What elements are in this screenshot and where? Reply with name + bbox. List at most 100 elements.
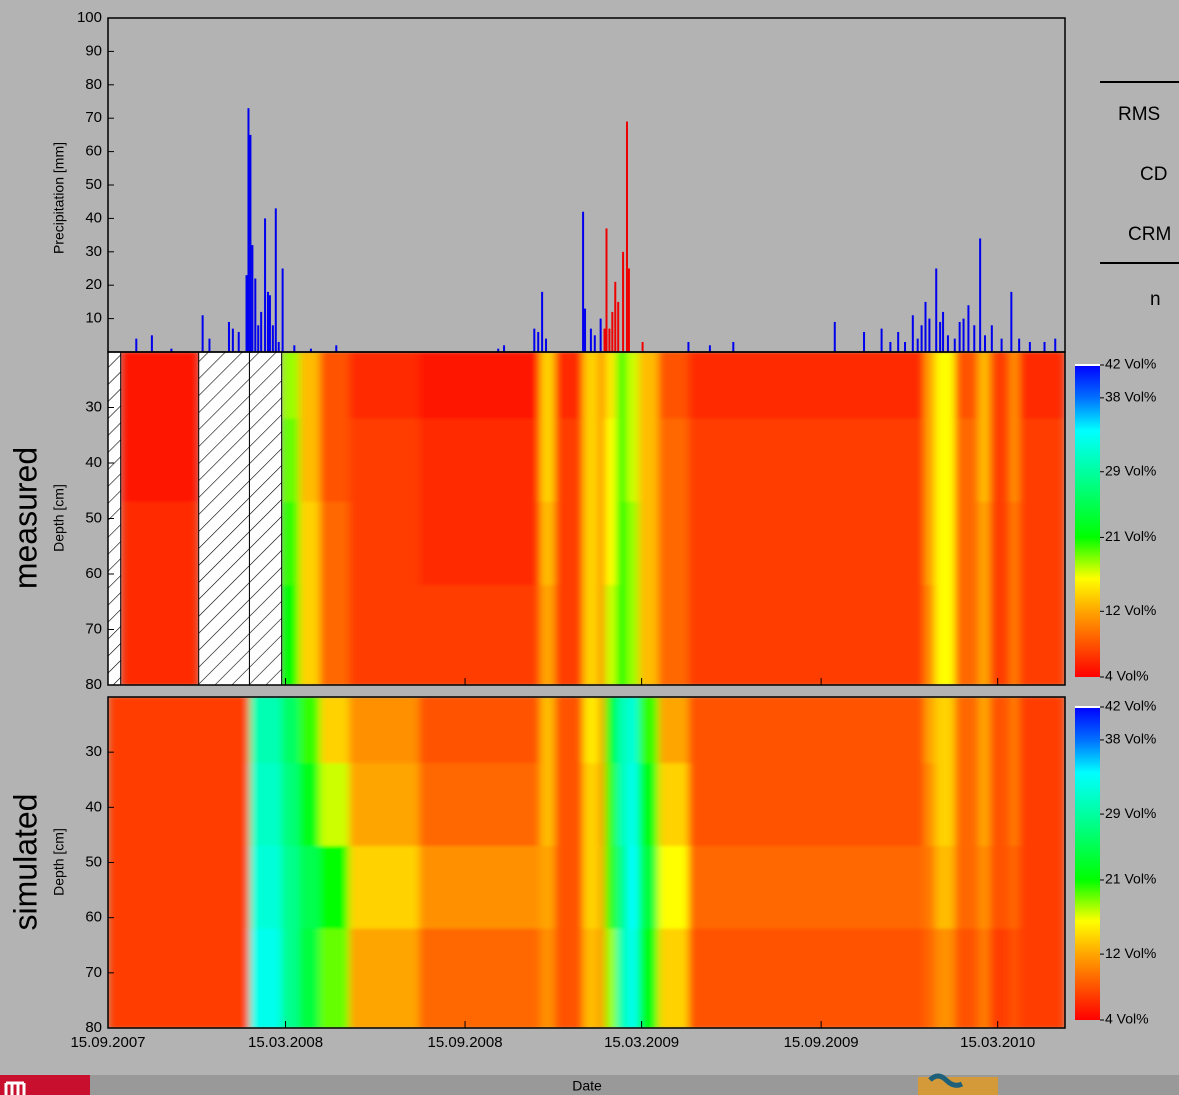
- heat-cell: [954, 928, 979, 1028]
- heat-cell: [616, 928, 628, 1028]
- color-tick-label: 29 Vol%: [1105, 805, 1156, 821]
- y-tick-label: 50: [85, 509, 102, 526]
- heat-cell: [978, 501, 991, 586]
- bar: [257, 325, 260, 352]
- heat-cell: [1019, 501, 1065, 586]
- y-tick-label: 40: [85, 798, 102, 815]
- heat-cell: [554, 585, 584, 685]
- color-tick-label: 42 Vol%: [1105, 698, 1156, 714]
- bar: [1000, 338, 1003, 352]
- heat-cell: [599, 352, 606, 420]
- heat-cell: [554, 928, 584, 1028]
- heat-cell: [924, 845, 936, 930]
- heat-cell: [540, 352, 556, 420]
- bar: [935, 268, 938, 352]
- heat-cell: [1009, 585, 1020, 685]
- heat-cell: [688, 763, 926, 847]
- color-tick-label: 4 Vol%: [1105, 668, 1149, 684]
- heat-cell: [626, 418, 640, 503]
- bar: [1018, 338, 1021, 352]
- heat-cell: [299, 418, 321, 503]
- heat-cell: [281, 501, 300, 586]
- heat-cell: [249, 763, 283, 847]
- heat-cell: [281, 585, 300, 685]
- heat-cell: [348, 928, 420, 1028]
- heat-cell: [924, 763, 936, 847]
- plot-frame: [107, 696, 1066, 1029]
- heat-cell: [935, 418, 956, 503]
- y-tick-label: 40: [85, 209, 102, 226]
- y-tick-label: 90: [85, 42, 102, 59]
- heat-cell: [319, 418, 350, 503]
- bar: [904, 341, 907, 352]
- bar: [293, 345, 296, 352]
- panel-title: measured: [7, 447, 43, 589]
- heat-cell: [599, 763, 606, 847]
- bar: [946, 335, 949, 352]
- y-tick-label: 60: [85, 909, 102, 926]
- heat-cell: [281, 352, 300, 420]
- y-tick-label: 80: [85, 676, 102, 693]
- heat-cell: [1019, 845, 1065, 930]
- heat-cell: [583, 845, 601, 930]
- heat-cell: [419, 697, 541, 764]
- heat-cell: [348, 763, 420, 847]
- bar: [170, 348, 173, 352]
- bar: [227, 321, 230, 352]
- heat-cell: [419, 845, 541, 930]
- heat-cell: [108, 928, 122, 1028]
- bar: [264, 218, 267, 352]
- heat-cell: [583, 928, 601, 1028]
- heat-cell: [954, 585, 979, 685]
- heat-cell: [281, 763, 300, 847]
- bar: [928, 318, 931, 352]
- heat-cell: [554, 352, 584, 420]
- logo-mark: [4, 1081, 26, 1095]
- heat-cell: [924, 585, 936, 685]
- table-label: CRM: [1128, 224, 1171, 245]
- bar: [897, 331, 900, 352]
- bar: [335, 345, 338, 352]
- heat-cell: [319, 585, 350, 685]
- y-tick-label: 10: [85, 310, 102, 327]
- bar: [237, 331, 240, 352]
- heat-cell: [658, 845, 689, 930]
- heat-cell: [1019, 763, 1065, 847]
- bar: [251, 245, 254, 352]
- missing-data: [198, 352, 250, 685]
- heat-cell: [599, 697, 606, 764]
- bar: [967, 305, 970, 352]
- heat-cell: [554, 697, 584, 764]
- heat-cell: [638, 763, 659, 847]
- bar: [833, 321, 836, 352]
- y-tick-label: 30: [85, 398, 102, 415]
- heat-cell: [978, 845, 991, 930]
- heat-cell: [319, 845, 350, 930]
- heat-cell: [658, 697, 689, 764]
- heat-cell: [638, 845, 659, 930]
- heatmap-simulated: [108, 697, 1065, 1028]
- heat-cell: [688, 928, 926, 1028]
- heat-cell: [626, 352, 640, 420]
- heat-cell: [989, 501, 1010, 586]
- bar: [990, 325, 993, 352]
- heat-cell: [1009, 352, 1020, 420]
- bar: [201, 315, 204, 352]
- heat-cell: [626, 845, 640, 930]
- heat-cell: [281, 928, 300, 1028]
- heat-cell: [954, 697, 979, 764]
- bar: [958, 321, 961, 352]
- heat-cell: [348, 697, 420, 764]
- heat-cell: [583, 585, 601, 685]
- bar: [135, 338, 138, 352]
- bar: [497, 348, 500, 352]
- bar: [863, 331, 866, 352]
- color-tick-label: 12 Vol%: [1105, 945, 1156, 961]
- bar: [541, 291, 544, 352]
- heat-cell: [249, 928, 283, 1028]
- heat-cell: [638, 928, 659, 1028]
- color-tick-label: 42 Vol%: [1105, 356, 1156, 372]
- table-label: n: [1150, 289, 1161, 310]
- heat-cell: [299, 697, 321, 764]
